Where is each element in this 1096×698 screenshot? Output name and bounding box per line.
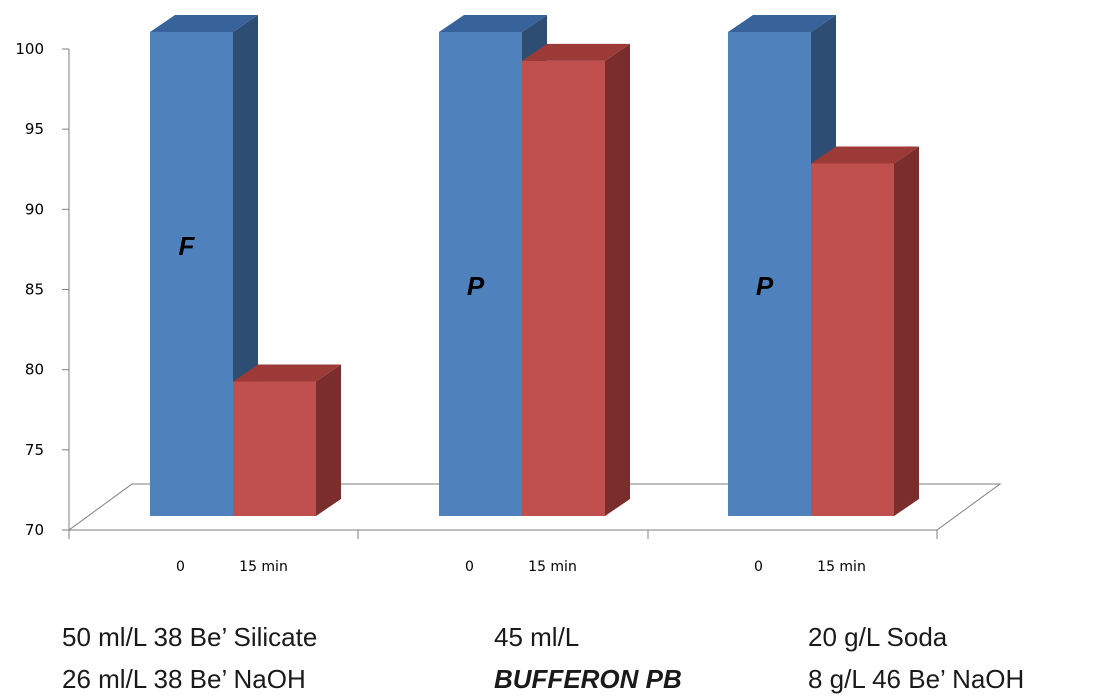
bar-g3-0: [728, 32, 811, 516]
x-tick-label-g3-0: 0: [754, 559, 763, 575]
y-tick-label: 100: [15, 40, 44, 58]
x-tick-label-g1-1: 15 min: [239, 559, 288, 575]
bar-g1-1: [233, 381, 316, 516]
group-2-label: P: [467, 271, 485, 301]
bar-g2-1: [522, 60, 605, 517]
bar-top-g1-0: [150, 15, 258, 32]
group-3-caption-line-1: 20 g/L Soda: [808, 622, 948, 652]
chart-axes: 70 75 80 85 90 95 100: [15, 40, 1002, 539]
y-tick-label: 70: [25, 521, 44, 539]
group-1-caption-line-1: 50 ml/L 38 Be’ Silicate: [62, 622, 318, 652]
bar-side-g2-1: [605, 43, 630, 517]
bar-top-g3-1: [811, 146, 919, 164]
bar-side-g1-1: [316, 364, 341, 516]
chart: 70 75 80 85 90 95 100 F P P 0 15 min 0 15 min 0 15 min: [15, 15, 1002, 575]
chart-bars: [150, 15, 919, 517]
chart-labels: F P P 0 15 min 0 15 min 0 15 min: [176, 231, 866, 575]
bar-top-g2-1: [522, 43, 630, 61]
group-3-caption-line-2: 8 g/L 46 Be’ NaOH: [808, 664, 1025, 694]
bar-g3-1: [811, 163, 894, 516]
x-tick-label-g2-0: 0: [465, 559, 474, 575]
group-2-caption-line-2: BUFFERON PB: [494, 664, 682, 694]
y-tick-label: 95: [25, 120, 44, 138]
y-tick-label: 85: [25, 281, 44, 299]
bar-top-g3-0: [728, 15, 836, 32]
bar-g2-0: [439, 32, 522, 516]
y-tick-label: 75: [25, 441, 44, 459]
x-tick-label-g1-0: 0: [176, 559, 185, 575]
bar-top-g2-0: [439, 15, 547, 32]
group-1-label: F: [179, 231, 196, 261]
group-2-caption-line-1: 45 ml/L: [494, 622, 580, 652]
bar-top-g1-1: [233, 364, 341, 382]
group-3-label: P: [756, 271, 774, 301]
group-1-caption-line-2: 26 ml/L 38 Be’ NaOH: [62, 664, 306, 694]
y-tick-label: 80: [25, 361, 44, 379]
y-tick-label: 90: [25, 200, 44, 218]
bar-side-g3-1: [894, 146, 919, 516]
x-tick-label-g3-1: 15 min: [817, 559, 866, 575]
bar-g1-0: [150, 32, 233, 516]
x-tick-label-g2-1: 15 min: [528, 559, 577, 575]
